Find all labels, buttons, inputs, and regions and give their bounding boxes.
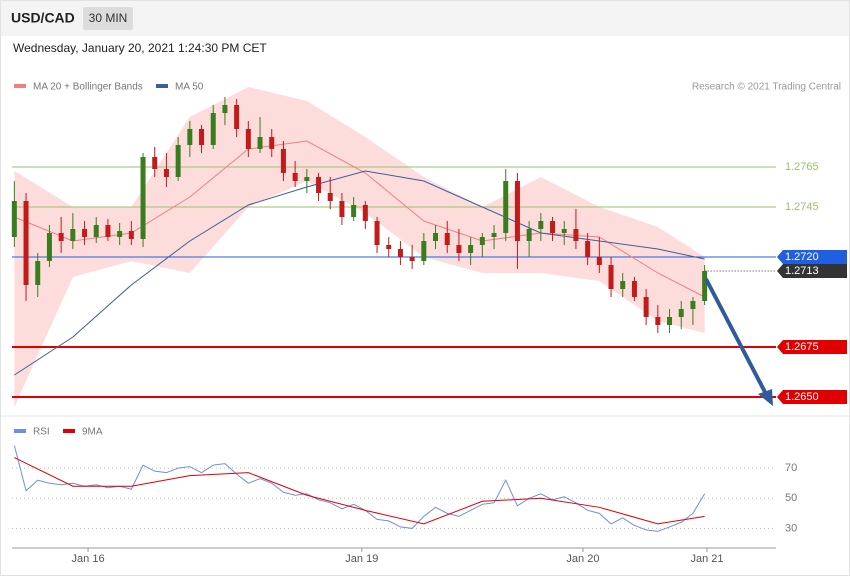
header-bar [1,1,849,36]
candle-body [362,205,368,221]
legend-label: MA 20 + Bollinger Bands [33,82,143,93]
legend-swatch [63,429,75,433]
legend-swatch [14,84,26,88]
rsi-line [14,457,705,525]
candle-body [187,129,193,145]
y-tick-label: 70 [785,462,797,474]
level-label: 1.2765 [785,161,819,173]
candle-body [222,105,228,113]
x-tick-label: Jan 19 [345,553,378,565]
candle-body [11,201,17,237]
candle-body [514,181,520,241]
legend-swatch [14,429,26,433]
candle-body [304,177,310,181]
candle-body [643,297,649,317]
level-tag [777,390,847,404]
candle-body [140,157,146,239]
candle-body [280,149,286,173]
candle-body [538,221,544,229]
candle-body [23,201,29,285]
candle-body [316,177,322,193]
y-tick-label: 30 [785,522,797,534]
candle-body [421,241,427,261]
forecast-arrowhead [758,389,773,406]
candle-body [234,105,240,129]
candle-body [210,113,216,145]
candle-body [327,193,333,201]
timeframe: 30 MIN [89,11,128,25]
candle-body [105,225,111,237]
x-tick-label: Jan 21 [690,553,723,565]
candle-body [550,221,556,233]
candle-body [128,231,134,239]
legend-label: 9MA [82,427,103,438]
candle-body [503,181,509,233]
candle-body [374,221,380,245]
level-label: 1.2720 [785,251,819,263]
candle-body [163,169,169,177]
candle-body [93,225,99,237]
timeframe-badge [83,7,133,30]
forecast-arrow [704,278,768,395]
legend-label: MA 50 [175,82,204,93]
candle-body [386,245,392,249]
level-tag [777,340,847,354]
level-label: 1.2675 [785,341,819,353]
legend-swatch [156,84,168,88]
y-tick-label: 50 [785,492,797,504]
candle-body [46,233,52,261]
candle-body [526,229,532,241]
candle-body [561,229,567,233]
candle-body [152,157,158,169]
candle-body [456,245,462,253]
candle-body [444,233,450,245]
candle-body [70,229,76,241]
candle-body [292,173,298,181]
candle-body [82,229,88,237]
candle-body [479,237,485,245]
candle-body [35,261,41,285]
candle-body [667,317,673,325]
candle-body [245,129,251,149]
candle-body [175,145,181,177]
candle-body [491,233,497,237]
candle-body [339,201,345,217]
candle-body [678,309,684,317]
source: Research © 2021 Trading Central [692,82,841,93]
level-label: 1.2745 [785,201,819,213]
candle-body [409,257,415,261]
candle-body [433,233,439,241]
candle-body [655,317,661,325]
candle-body [620,281,626,289]
candle-body [397,249,403,257]
level-label: 1.2650 [785,391,819,403]
level-tag [777,250,847,264]
candle-body [596,257,602,265]
level-tag [777,264,847,278]
candle-body [257,137,263,149]
chart-title: USD/CAD [11,10,75,26]
candle-body [199,129,205,145]
date: Wednesday, January 20, 2021 1:24:30 PM C… [13,41,267,55]
candle-body [702,271,708,301]
candle-body [573,229,579,241]
legend-label: RSI [33,427,50,438]
candle-body [269,137,275,149]
candle-body [351,205,357,217]
x-tick-label: Jan 16 [72,553,105,565]
candle-body [468,245,474,253]
x-tick-label: Jan 20 [566,553,599,565]
candle-body [631,281,637,297]
level-label: 1.2713 [785,265,819,277]
candle-body [58,233,64,241]
rsi-line [13,445,706,532]
candle-body [585,241,591,257]
candle-body [608,265,614,289]
candle-body [117,231,123,237]
candle-body [690,301,696,309]
